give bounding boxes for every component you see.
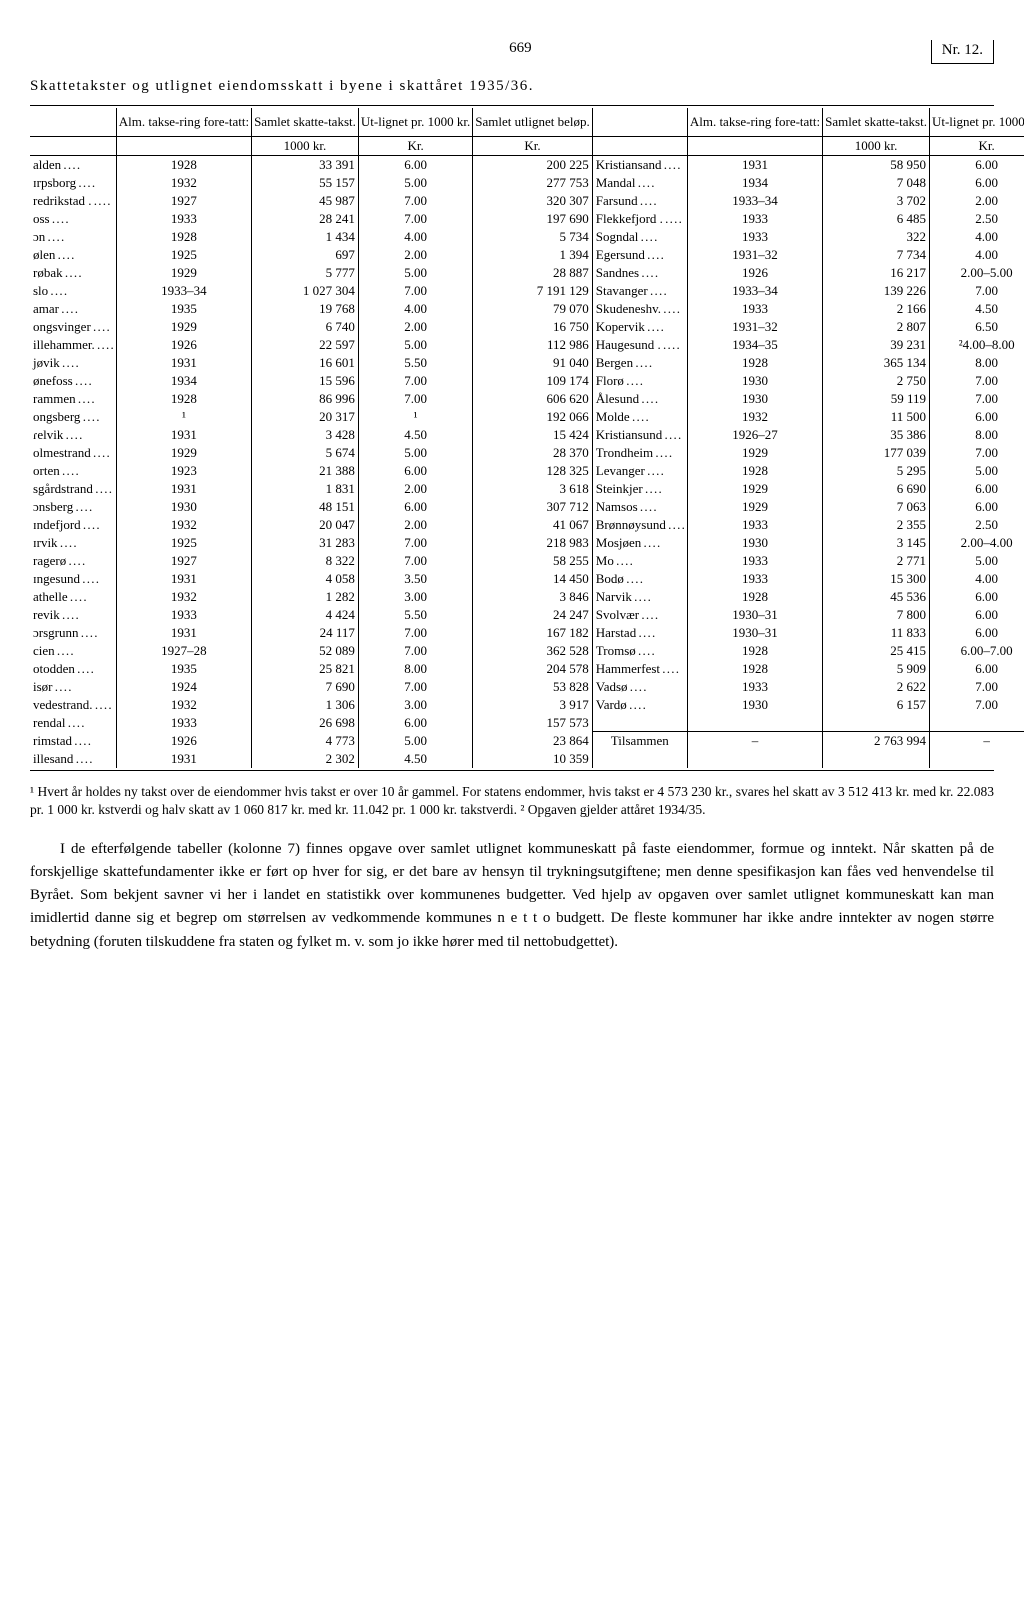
table-row: ølen . . . .19256972.001 394Egersund . .… xyxy=(30,246,1024,264)
page-title: Skattetakster og utlignet eiendomsskatt … xyxy=(30,78,994,95)
table-row: ɔnsberg . . . .193048 1516.00307 712Nams… xyxy=(30,498,1024,516)
unit-belop-l: Kr. xyxy=(473,136,592,155)
unit-row: 1000 kr. Kr. Kr. 1000 kr. Kr. Kr. xyxy=(30,136,1024,155)
table-row: alden . . . .192833 3916.00200 225Kristi… xyxy=(30,155,1024,174)
table-row: amar . . . .193519 7684.0079 070Skudenes… xyxy=(30,300,1024,318)
page-number: 669 xyxy=(110,40,931,64)
table-row: jøvik . . . .193116 6015.5091 040Bergen … xyxy=(30,354,1024,372)
table-row: illesand . . . .19312 3024.5010 359 xyxy=(30,750,1024,768)
table-row: sgårdstrand . . . .19311 8312.003 618Ste… xyxy=(30,480,1024,498)
table-row: ɔn . . . .19281 4344.005 734Sogndal . . … xyxy=(30,228,1024,246)
table-row: ɾelvik . . . .19313 4284.5015 424Kristia… xyxy=(30,426,1024,444)
table-row: ɪrpsborg . . . .193255 1575.00277 753Man… xyxy=(30,174,1024,192)
col-city-l xyxy=(30,108,116,136)
table-row: cien . . . .1927–2852 0897.00362 528Trom… xyxy=(30,642,1024,660)
col-city-r xyxy=(592,108,687,136)
table-row: slo . . . .1933–341 027 3047.007 191 129… xyxy=(30,282,1024,300)
table-row: rimstad . . . .19264 7735.0023 864Tilsam… xyxy=(30,732,1024,751)
table-row: ɪrvik . . . .192531 2837.00218 983Mosjøe… xyxy=(30,534,1024,552)
unit-takst-l: 1000 kr. xyxy=(252,136,359,155)
table-row: ongsvinger . . . .19296 7402.0016 750Kop… xyxy=(30,318,1024,336)
table-row: orten . . . .192321 3886.00128 325Levang… xyxy=(30,462,1024,480)
issue-number: Nr. 12. xyxy=(931,40,994,64)
col-belop-l: Samlet utlignet beløp. xyxy=(473,108,592,136)
rule-bottom xyxy=(30,770,994,771)
table-row: ɔrsgrunn . . . .193124 1177.00167 182Har… xyxy=(30,624,1024,642)
tax-table: Alm. takse-ring fore-tatt: Samlet skatte… xyxy=(30,108,1024,768)
body-paragraph: I de efterfølgende tabeller (kolonne 7) … xyxy=(30,838,994,954)
col-year-l: Alm. takse-ring fore-tatt: xyxy=(116,108,251,136)
table-row: isør . . . .19247 6907.0053 828Vadsø . .… xyxy=(30,678,1024,696)
table-row: vedestrand. . . . .19321 3063.003 917Var… xyxy=(30,696,1024,714)
table-row: ønefoss . . . .193415 5967.00109 174Flor… xyxy=(30,372,1024,390)
footnote-text: ¹ Hvert år holdes ny takst over de eiend… xyxy=(30,783,994,819)
unit-takst-r: 1000 kr. xyxy=(823,136,930,155)
rule-top xyxy=(30,105,994,106)
table-body: 1000 kr. Kr. Kr. 1000 kr. Kr. Kr. alden … xyxy=(30,136,1024,768)
table-row: ɪngesund . . . .19314 0583.5014 450Bodø … xyxy=(30,570,1024,588)
table-row: revik . . . .19334 4245.5024 247Svolvær … xyxy=(30,606,1024,624)
table-row: redrikstad . . . . .192745 9877.00320 30… xyxy=(30,192,1024,210)
col-rate-r: Ut-lignet pr. 1000 kr. xyxy=(929,108,1024,136)
table-row: ragerø . . . .19278 3227.0058 255Mo . . … xyxy=(30,552,1024,570)
table-row: otodden . . . .193525 8218.00204 578Hamm… xyxy=(30,660,1024,678)
col-takst-r: Samlet skatte-takst. xyxy=(823,108,930,136)
table-row: ongsberg . . . .¹20 317¹192 066Molde . .… xyxy=(30,408,1024,426)
page-header: 669 Nr. 12. xyxy=(30,40,994,64)
table-row: rammen . . . .192886 9967.00606 620Ålesu… xyxy=(30,390,1024,408)
table-row: athelle . . . .19321 2823.003 846Narvik … xyxy=(30,588,1024,606)
col-year-r: Alm. takse-ring fore-tatt: xyxy=(687,108,822,136)
table-row: oss . . . .193328 2417.00197 690Flekkefj… xyxy=(30,210,1024,228)
table-row: ɪndefjord . . . .193220 0472.0041 067Brø… xyxy=(30,516,1024,534)
unit-rate-r: Kr. xyxy=(929,136,1024,155)
table-row: olmestrand . . . .19295 6745.0028 370Tro… xyxy=(30,444,1024,462)
table-row: rendal . . . .193326 6986.00157 573 xyxy=(30,714,1024,732)
table-row: røbak . . . .19295 7775.0028 887Sandnes … xyxy=(30,264,1024,282)
table-head: Alm. takse-ring fore-tatt: Samlet skatte… xyxy=(30,108,1024,136)
unit-rate-l: Kr. xyxy=(358,136,472,155)
col-rate-l: Ut-lignet pr. 1000 kr. xyxy=(358,108,472,136)
table-row: illehammer. . . . .192622 5975.00112 986… xyxy=(30,336,1024,354)
col-takst-l: Samlet skatte-takst. xyxy=(252,108,359,136)
